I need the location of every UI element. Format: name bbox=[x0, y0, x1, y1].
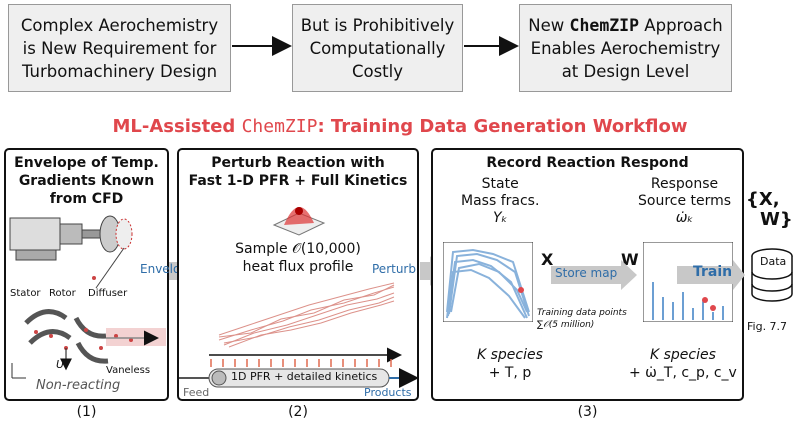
velocity-label: U bbox=[56, 358, 65, 371]
sample-text: Sample 𝒪(10,000) heat flux profile bbox=[235, 241, 361, 275]
cost-line-1: But is Prohibitively bbox=[300, 15, 455, 35]
perturb-label: Perturb bbox=[372, 262, 416, 276]
state-text: State Mass fracs. Yₖ bbox=[461, 176, 540, 226]
problem-line-3: Turbomachinery Design bbox=[21, 61, 218, 81]
train-arrow bbox=[677, 260, 745, 290]
cost-line-2: Computationally bbox=[309, 38, 446, 58]
cost-line-3: Costly bbox=[351, 61, 403, 81]
turbomachine-illustration bbox=[9, 215, 166, 379]
problem-line-1: Complex Aerochemistry bbox=[20, 15, 219, 35]
top-arrows bbox=[232, 36, 519, 56]
non-reacting-label: Non-reacting bbox=[36, 378, 121, 393]
workflow-title: ML-Assisted ChemZIP: Training Data Gener… bbox=[112, 116, 688, 137]
problem-box: Complex Aerochemistry is New Requirement… bbox=[8, 4, 231, 92]
panel-envelope: Envelope of Temp. Gradients Known from CFD… bbox=[4, 148, 169, 401]
dataset-label: {X, W} bbox=[746, 189, 793, 230]
panel1-title: Envelope of Temp. Gradients Known from CFD bbox=[14, 155, 159, 207]
store-map-arrow bbox=[551, 260, 637, 290]
problem-line-2: is New Requirement for bbox=[22, 38, 217, 58]
panel3-title: Record Reaction Respond bbox=[486, 155, 689, 171]
figure-reference: Fig. 7.7 bbox=[747, 320, 788, 333]
training-points-label: Training data points ∑𝒪(5 million) bbox=[537, 308, 627, 330]
approach-line-3: at Design Level bbox=[561, 61, 690, 81]
approach-box: New ChemZIP Approach Enables Aerochemist… bbox=[519, 4, 732, 92]
rotor-label: Rotor bbox=[49, 288, 76, 299]
feed-label: Feed bbox=[183, 386, 210, 399]
database-icon bbox=[751, 248, 793, 302]
vaneless-label: Vaneless bbox=[106, 365, 151, 376]
x-matrix-label: X bbox=[541, 250, 554, 269]
right-bottom-text: K species + ω̇_T, c_p, c_v bbox=[629, 347, 737, 381]
database-label: Data bbox=[760, 255, 787, 268]
state-plot bbox=[443, 242, 533, 322]
perturbation-plot bbox=[179, 282, 417, 388]
caption-2: (2) bbox=[288, 404, 308, 420]
diffuser-label: Diffuser bbox=[88, 288, 128, 299]
panel-record: Record Reaction Respond State Mass fracs.… bbox=[431, 148, 745, 401]
cost-box: But is Prohibitively Computationally Cos… bbox=[292, 4, 463, 92]
train-label: Train bbox=[693, 264, 733, 280]
pfr-label: 1D PFR + detailed kinetics bbox=[231, 370, 378, 383]
gaussian-surface-icon bbox=[272, 206, 326, 236]
store-map-label: Store map bbox=[555, 266, 618, 280]
caption-1: (1) bbox=[76, 404, 97, 420]
panel2-title: Perturb Reaction with Fast 1-D PFR + Full… bbox=[188, 155, 408, 189]
stator-label: Stator bbox=[10, 288, 41, 299]
panel-perturb: Perturb Reaction with Fast 1-D PFR + Full… bbox=[177, 148, 419, 401]
products-label: Products bbox=[364, 386, 412, 399]
response-text: Response Source terms ω̇ₖ bbox=[638, 176, 732, 226]
approach-line-1: New ChemZIP Approach bbox=[528, 15, 723, 35]
caption-3: (3) bbox=[577, 404, 598, 420]
left-bottom-text: K species + T, p bbox=[477, 347, 543, 381]
approach-line-2: Enables Aerochemistry bbox=[530, 38, 721, 58]
